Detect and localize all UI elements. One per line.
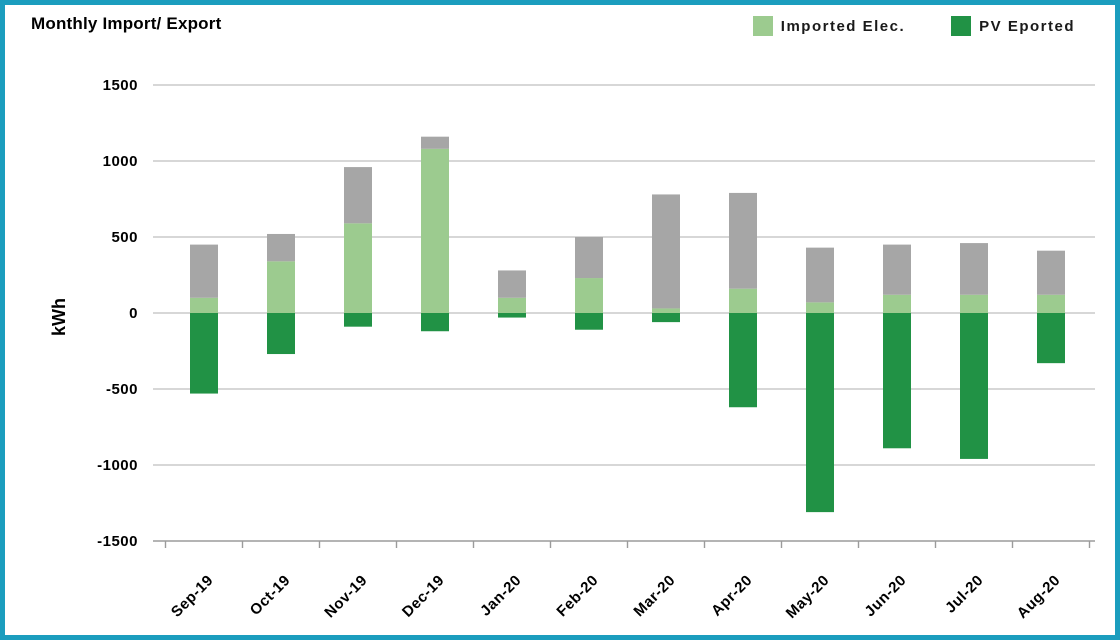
bar-segment-imported-elec-	[1037, 294, 1065, 313]
bar-segment-imported-elec-	[190, 297, 218, 313]
bar-segment-imported-elec-	[806, 302, 834, 313]
legend-item-imported-elec: Imported Elec.	[752, 16, 906, 36]
y-tick-label: 0	[129, 305, 138, 322]
x-tick-label: Apr-20	[708, 572, 756, 620]
bar-segment-pv-eported	[729, 313, 757, 408]
bar-segment-imported-elec-	[729, 288, 757, 313]
bar-segment-unlabeled-gray	[498, 270, 526, 298]
bar-segment-unlabeled-gray	[344, 167, 372, 224]
legend-swatch-imported-elec	[752, 16, 773, 36]
bar-segment-imported-elec-	[960, 294, 988, 313]
chart-canvas: 1500 1000 500 0 -500 -1000 -1500 kWh Sep-19 Oct-1…	[49, 77, 1095, 622]
bar-segment-pv-eported	[190, 313, 218, 394]
x-tick-label: May-20	[783, 572, 833, 622]
bar-segment-pv-eported	[806, 313, 834, 513]
bar-segment-unlabeled-gray	[421, 136, 449, 149]
y-tick-label: 1000	[103, 153, 138, 170]
legend-item-pv-exported: PV Eported	[951, 16, 1075, 36]
x-tick-label: Jul-20	[942, 572, 987, 617]
bar-segment-pv-eported	[498, 313, 526, 318]
bar-segment-imported-elec-	[344, 223, 372, 313]
bar-segment-unlabeled-gray	[1037, 250, 1065, 295]
legend-label-imported-elec: Imported Elec.	[780, 17, 906, 35]
bar-segment-pv-eported	[883, 313, 911, 449]
bar-segment-unlabeled-gray	[190, 244, 218, 298]
bar-segment-pv-eported	[575, 313, 603, 330]
x-tick-label: Oct-19	[247, 572, 294, 619]
bar-segment-unlabeled-gray	[652, 194, 680, 309]
y-tick-label: -1000	[97, 457, 138, 474]
bar-segment-imported-elec-	[883, 294, 911, 313]
bar-segment-unlabeled-gray	[267, 233, 295, 262]
chart-title: Monthly Import/ Export	[31, 14, 222, 33]
bar-segment-imported-elec-	[267, 261, 295, 313]
y-tick-label: 1500	[103, 77, 138, 94]
bar-segment-pv-eported	[344, 313, 372, 327]
bar-segment-imported-elec-	[421, 148, 449, 313]
y-tick-label: 500	[111, 229, 138, 246]
bar-segment-imported-elec-	[652, 308, 680, 313]
x-tick-label: Feb-20	[553, 572, 601, 620]
bar-segment-unlabeled-gray	[806, 247, 834, 303]
x-tick-label: Jun-20	[861, 572, 909, 620]
x-tick-label: Jan-20	[477, 572, 525, 620]
chart-legend: Imported Elec. PV Eported	[752, 16, 1075, 36]
bar-segment-pv-eported	[652, 313, 680, 323]
bar-segment-unlabeled-gray	[575, 237, 603, 279]
x-tick-label: Nov-19	[321, 572, 371, 622]
legend-label-pv-exported: PV Eported	[979, 17, 1075, 35]
bar-segment-unlabeled-gray	[960, 243, 988, 295]
legend-swatch-pv-exported	[951, 16, 972, 36]
bar-segment-imported-elec-	[575, 278, 603, 313]
bar-segment-unlabeled-gray	[729, 192, 757, 289]
bar-segment-pv-eported	[267, 313, 295, 355]
bar-segment-unlabeled-gray	[883, 244, 911, 295]
x-tick-label: Mar-20	[630, 572, 678, 620]
x-tick-label: Aug-20	[1014, 572, 1064, 622]
bar-segment-imported-elec-	[498, 297, 526, 313]
y-tick-label: -1500	[97, 533, 138, 550]
x-tick-label: Dec-19	[399, 572, 448, 621]
y-tick-label: -500	[106, 381, 138, 398]
bar-segment-pv-eported	[421, 313, 449, 332]
bar-segment-pv-eported	[960, 313, 988, 459]
x-tick-label: Sep-19	[168, 572, 217, 621]
y-axis-label: kWh	[49, 298, 69, 336]
bar-segment-pv-eported	[1037, 313, 1065, 364]
